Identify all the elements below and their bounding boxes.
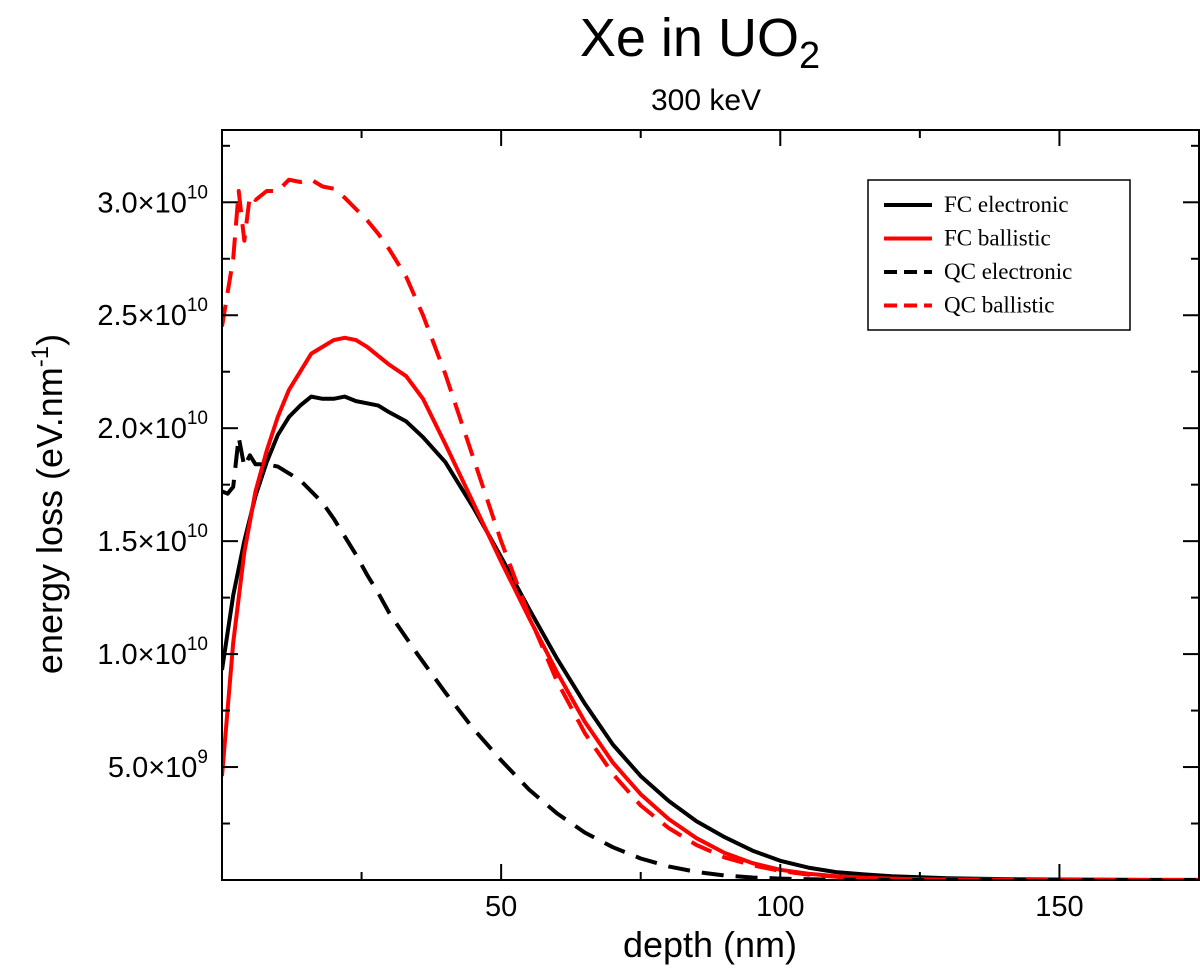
tick-labels: 50 100 150 5.0×109 1.0×1010 1.5×1010 2.0×1010 2… [97, 182, 1083, 923]
y-tick-label: 5.0×109 [108, 747, 208, 784]
series-line-fc-electronic [222, 394, 1199, 880]
series-line-fc-ballistic [222, 335, 1199, 880]
y-tick-label: 1.5×1010 [97, 521, 208, 558]
series-line-qc-electronic [222, 435, 1199, 880]
chart-title: Xe in UO2 [580, 8, 820, 77]
legend-label-fc-ballistic: FC ballistic [944, 226, 1051, 251]
chart-subtitle: 300 keV [651, 84, 761, 117]
legend-label-qc-electronic: QC electronic [944, 259, 1072, 284]
legend-label-fc-electronic: FC electronic [944, 192, 1069, 217]
y-tick-label: 3.0×1010 [97, 182, 208, 219]
legend-label-qc-ballistic: QC ballistic [944, 293, 1055, 318]
y-tick-label: 2.0×1010 [97, 408, 208, 445]
axis-ticks [222, 130, 1199, 880]
plot-frame [221, 129, 1200, 881]
x-tick-label: 50 [485, 891, 517, 923]
y-axis-label: energy loss (eV.nm-1) [27, 334, 70, 674]
x-tick-label: 100 [756, 891, 804, 923]
y-tick-label: 2.5×1010 [97, 295, 208, 332]
y-tick-label: 1.0×1010 [97, 634, 208, 671]
x-axis-label: depth (nm) [623, 924, 797, 965]
x-tick-label: 150 [1035, 891, 1083, 923]
legend: FC electronic FC ballistic QC electronic QC… [867, 179, 1131, 331]
